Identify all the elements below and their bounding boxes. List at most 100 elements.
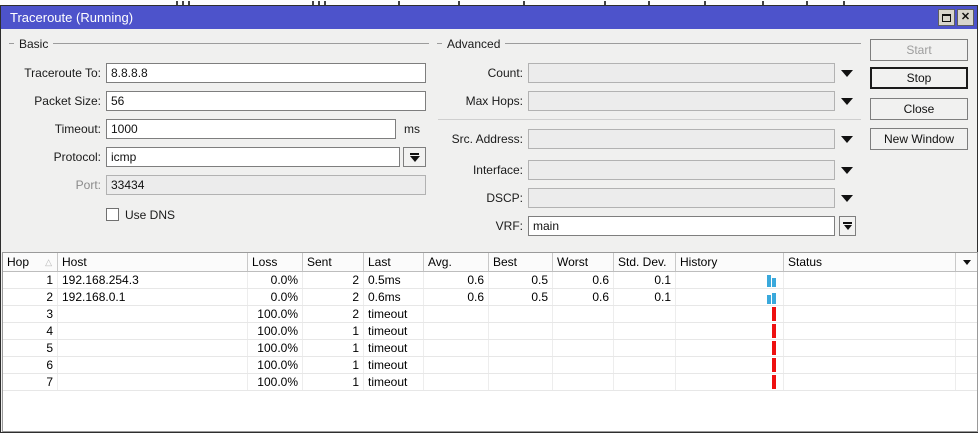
cell-column-selector-spacer: [956, 374, 977, 390]
table-header: Hop △ Host Loss Sent Last Avg. Best Worst Std. De…: [3, 253, 977, 272]
cell-status: [784, 306, 956, 322]
cell-avg: 0.6: [424, 272, 489, 288]
cell-last: timeout: [364, 306, 424, 322]
basic-group-label: Basic: [19, 36, 49, 51]
cell-status: [784, 374, 956, 390]
maximize-button[interactable]: [938, 9, 955, 26]
cell-avg: [424, 323, 489, 339]
column-header-last[interactable]: Last: [364, 253, 424, 271]
dscp-dropdown-arrow-icon[interactable]: [841, 195, 853, 202]
history-bar: [767, 275, 771, 287]
cell-status: [784, 357, 956, 373]
dscp-label: DSCP:: [486, 191, 523, 205]
cell-last: timeout: [364, 374, 424, 390]
close-button[interactable]: Close: [870, 98, 968, 120]
table-row[interactable]: 5 100.0% 1 timeout: [3, 340, 977, 357]
cell-history: [676, 272, 784, 288]
cell-loss: 100.0%: [248, 340, 303, 356]
cell-column-selector-spacer: [956, 357, 977, 373]
packet-size-input[interactable]: [106, 91, 426, 111]
traceroute-window: Traceroute (Running) ✕ Basic Traceroute …: [0, 5, 978, 433]
cell-hop: 3: [3, 306, 58, 322]
cell-avg: [424, 340, 489, 356]
cell-best: [489, 340, 553, 356]
close-icon: ✕: [960, 11, 971, 23]
column-header-best[interactable]: Best: [489, 253, 553, 271]
cell-hop: 5: [3, 340, 58, 356]
column-header-std_dev[interactable]: Std. Dev.: [614, 253, 676, 271]
cell-hop: 7: [3, 374, 58, 390]
interface-row: Interface:: [1, 160, 977, 180]
vrf-row: VRF:: [1, 216, 977, 236]
max-hops-dropdown-arrow-icon[interactable]: [841, 98, 853, 105]
column-header-host[interactable]: Host: [58, 253, 248, 271]
table-row[interactable]: 2 192.168.0.1 0.0% 2 0.6ms 0.6 0.5 0.6 0.1: [3, 289, 977, 306]
cell-last: timeout: [364, 340, 424, 356]
stop-button[interactable]: Stop: [870, 67, 968, 89]
advanced-group-header: Advanced: [437, 36, 861, 51]
table-row[interactable]: 4 100.0% 1 timeout: [3, 323, 977, 340]
close-window-button[interactable]: ✕: [957, 9, 974, 26]
interface-dropdown-arrow-icon[interactable]: [841, 167, 853, 174]
timeout-label: Timeout:: [54, 122, 101, 136]
packet-size-label: Packet Size:: [34, 94, 101, 108]
cell-status: [784, 323, 956, 339]
table-row[interactable]: 1 192.168.254.3 0.0% 2 0.5ms 0.6 0.5 0.6 0.1: [3, 272, 977, 289]
new-window-button[interactable]: New Window: [870, 128, 968, 150]
use-dns-checkbox[interactable]: [106, 208, 119, 221]
column-header-history[interactable]: History: [676, 253, 784, 271]
src-address-input[interactable]: [528, 129, 835, 149]
cell-std_dev: [614, 323, 676, 339]
table-body: 1 192.168.254.3 0.0% 2 0.5ms 0.6 0.5 0.6 0.1 2 192…: [3, 272, 977, 391]
count-input[interactable]: [528, 63, 835, 83]
column-header-sent[interactable]: Sent: [303, 253, 364, 271]
cell-column-selector-spacer: [956, 272, 977, 288]
cell-last: 0.5ms: [364, 272, 424, 288]
cell-worst: [553, 357, 614, 373]
history-bars: [680, 357, 779, 373]
interface-input[interactable]: [528, 160, 835, 180]
vrf-dropdown-button[interactable]: [839, 216, 856, 236]
column-selector-button[interactable]: [957, 253, 977, 271]
cell-host: [58, 357, 248, 373]
timeout-input[interactable]: [106, 119, 396, 139]
src-address-dropdown-arrow-icon[interactable]: [841, 136, 853, 143]
use-dns-row: Use DNS: [1, 205, 977, 225]
table-row[interactable]: 6 100.0% 1 timeout: [3, 357, 977, 374]
column-header-hop[interactable]: Hop △: [3, 253, 58, 271]
cell-avg: [424, 357, 489, 373]
table-row[interactable]: 3 100.0% 2 timeout: [3, 306, 977, 323]
history-bar: [772, 375, 776, 389]
cell-history: [676, 306, 784, 322]
background-window-sliver: [0, 0, 980, 5]
cell-host: [58, 323, 248, 339]
column-header-worst[interactable]: Worst: [553, 253, 614, 271]
use-dns-label[interactable]: Use DNS: [125, 208, 176, 222]
traceroute-to-input[interactable]: [106, 63, 426, 83]
count-dropdown-arrow-icon[interactable]: [841, 70, 853, 77]
titlebar[interactable]: Traceroute (Running) ✕: [1, 6, 977, 29]
cell-avg: 0.6: [424, 289, 489, 305]
cell-host: [58, 306, 248, 322]
max-hops-input[interactable]: [528, 91, 835, 111]
advanced-group-label: Advanced: [447, 36, 501, 51]
cell-loss: 100.0%: [248, 306, 303, 322]
cell-avg: [424, 306, 489, 322]
protocol-dropdown-button[interactable]: [403, 147, 426, 167]
history-bars: [680, 306, 779, 322]
cell-sent: 1: [303, 357, 364, 373]
cell-sent: 2: [303, 289, 364, 305]
cell-status: [784, 340, 956, 356]
column-header-status[interactable]: Status: [784, 253, 956, 271]
cell-loss: 100.0%: [248, 357, 303, 373]
dscp-input[interactable]: [528, 188, 835, 208]
protocol-input[interactable]: [106, 147, 400, 167]
cell-loss: 0.0%: [248, 272, 303, 288]
history-bars: [680, 289, 779, 305]
vrf-input[interactable]: [528, 216, 835, 236]
table-row[interactable]: 7 100.0% 1 timeout: [3, 374, 977, 391]
history-bar: [767, 295, 771, 304]
column-header-avg[interactable]: Avg.: [424, 253, 489, 271]
column-header-loss[interactable]: Loss: [248, 253, 303, 271]
